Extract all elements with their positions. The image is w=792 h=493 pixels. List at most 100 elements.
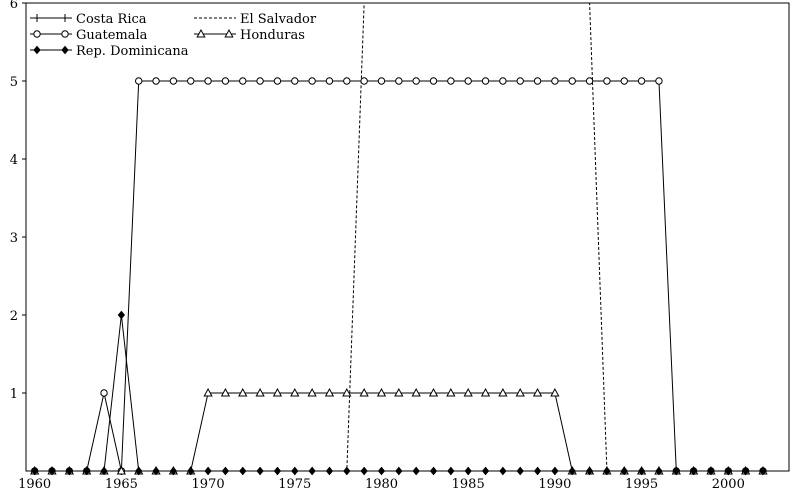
point-rep-dominicana (412, 466, 420, 476)
series-line-guatemala (34, 80, 763, 472)
point-rep-dominicana (273, 466, 282, 476)
point-rep-dominicana (117, 310, 126, 320)
point-guatemala (447, 77, 455, 85)
point-honduras (116, 465, 127, 475)
point-rep-dominicana (481, 466, 490, 476)
legend-marker-honduras (196, 28, 206, 38)
point-guatemala (603, 77, 611, 85)
point-honduras (359, 387, 369, 397)
point-guatemala (343, 77, 351, 85)
series-rep-dominicana (31, 310, 767, 476)
point-rep-dominicana (724, 466, 732, 476)
point-guatemala (429, 77, 438, 85)
point-rep-dominicana (83, 466, 91, 476)
y-tick-label: 3 (10, 231, 18, 246)
x-tick-label: 1985 (452, 477, 485, 492)
point-honduras (272, 387, 283, 397)
y-tick-label: 1 (10, 387, 18, 402)
point-rep-dominicana (65, 466, 74, 476)
x-tick-label: 1975 (278, 477, 311, 492)
point-rep-dominicana (672, 466, 680, 476)
point-guatemala (377, 77, 386, 85)
point-guatemala (464, 77, 472, 85)
point-guatemala (308, 77, 316, 85)
point-guatemala (481, 77, 490, 85)
series-el-salvador (34, 2, 763, 472)
point-rep-dominicana (135, 466, 143, 476)
point-guatemala (135, 77, 143, 85)
legend-label-el-salvador: El Salvador (240, 12, 317, 27)
point-guatemala (620, 77, 628, 85)
point-rep-dominicana (637, 466, 646, 476)
legend: Costa Rica El Salvador Guatemala Honduras Re… (30, 12, 317, 59)
point-rep-dominicana (221, 466, 230, 476)
x-tick-label: 1965 (105, 477, 138, 492)
point-honduras (220, 387, 231, 397)
point-honduras (428, 387, 439, 397)
point-rep-dominicana (343, 466, 351, 476)
point-rep-dominicana (620, 466, 628, 476)
point-rep-dominicana (187, 466, 195, 476)
point-honduras (411, 387, 421, 397)
point-rep-dominicana (516, 466, 524, 476)
point-rep-dominicana (499, 466, 507, 476)
point-honduras (480, 387, 491, 397)
point-guatemala (152, 77, 160, 85)
point-rep-dominicana (100, 466, 108, 476)
point-rep-dominicana (360, 466, 368, 476)
point-rep-dominicana (48, 466, 56, 476)
point-rep-dominicana (152, 466, 160, 476)
axes: 1960 1965 1970 1975 1980 1985 1990 1995 2000 1 2 3 4… (10, 0, 790, 492)
point-guatemala (100, 389, 108, 397)
x-tick-label: 1970 (192, 477, 225, 492)
point-rep-dominicana (689, 466, 698, 476)
legend-marker-rep-dominicana (33, 45, 41, 55)
point-honduras (324, 387, 335, 397)
legend-item-honduras: Honduras (194, 28, 305, 43)
point-honduras (307, 387, 317, 397)
point-guatemala (273, 77, 282, 85)
point-guatemala (325, 77, 334, 85)
legend-marker-rep-dominicana (61, 45, 69, 55)
point-guatemala (516, 77, 524, 85)
x-tick-label: 1960 (18, 477, 51, 492)
point-honduras (394, 387, 404, 397)
series-line-honduras (34, 392, 763, 472)
series-group (30, 2, 768, 476)
point-rep-dominicana (568, 466, 576, 476)
series-line-el-salvador (34, 2, 763, 472)
point-honduras (515, 387, 525, 397)
point-guatemala (395, 77, 403, 85)
point-guatemala (533, 77, 542, 85)
point-rep-dominicana (395, 466, 403, 476)
point-guatemala (551, 77, 559, 85)
y-tick-label: 6 (10, 0, 18, 12)
legend-marker-costa-rica (33, 14, 41, 22)
x-tick-label: 1990 (538, 477, 571, 492)
point-honduras (342, 387, 352, 397)
point-guatemala (239, 77, 247, 85)
plot-frame (25, 2, 790, 472)
point-honduras (463, 387, 473, 397)
legend-item-costa-rica: Costa Rica (30, 12, 147, 27)
legend-marker-guatemala (61, 30, 69, 38)
point-honduras (238, 387, 248, 397)
point-rep-dominicana (551, 466, 559, 476)
series-honduras (30, 387, 768, 475)
legend-marker-guatemala (33, 30, 41, 38)
point-rep-dominicana (585, 466, 594, 476)
point-honduras (376, 387, 387, 397)
point-rep-dominicana (429, 466, 438, 476)
point-guatemala (204, 77, 212, 85)
point-guatemala (221, 77, 230, 85)
point-rep-dominicana (308, 466, 316, 476)
legend-label-costa-rica: Costa Rica (76, 12, 147, 27)
point-rep-dominicana (603, 466, 611, 476)
point-rep-dominicana (256, 466, 264, 476)
x-tick-label: 2000 (712, 477, 745, 492)
legend-marker-honduras (224, 28, 234, 38)
point-rep-dominicana (759, 466, 767, 476)
point-rep-dominicana (655, 466, 663, 476)
